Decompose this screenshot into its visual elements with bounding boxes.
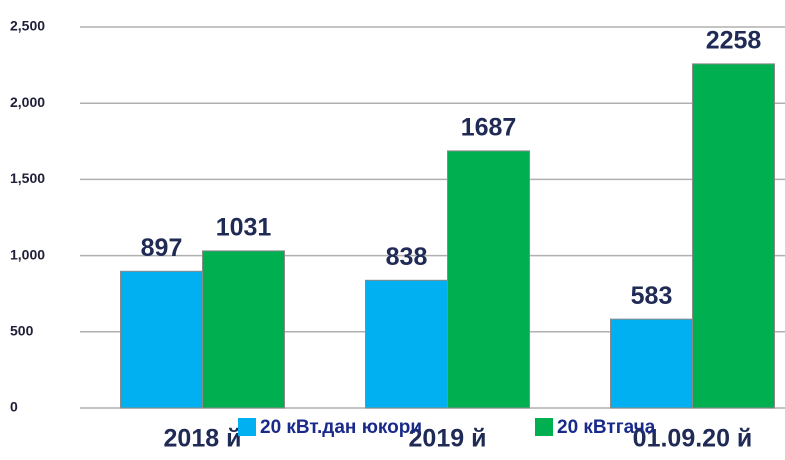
y-tick-label: 1,000 (10, 246, 45, 262)
value-label: 838 (386, 243, 428, 271)
x-tick-label: 01.09.20 й (633, 425, 753, 453)
y-tick-label: 0 (10, 399, 18, 415)
y-tick-label: 2,000 (10, 94, 45, 110)
bar (120, 270, 203, 409)
bar (610, 318, 693, 409)
legend-swatch (535, 418, 553, 436)
bar (202, 250, 285, 409)
bar (447, 150, 530, 409)
y-tick-label: 1,500 (10, 170, 45, 186)
bar (365, 279, 448, 409)
y-tick-label: 500 (10, 323, 34, 339)
value-label: 1687 (461, 114, 517, 142)
value-label: 2258 (706, 26, 762, 54)
value-label: 583 (631, 282, 673, 310)
legend-label: 20 кВтгача (557, 417, 656, 438)
x-tick-label: 2019 й (409, 425, 487, 453)
y-tick-label: 2,500 (10, 18, 45, 34)
bar (692, 63, 775, 409)
legend-label: 20 кВт.дан юкори (260, 417, 422, 438)
value-label: 897 (141, 234, 183, 262)
legend-swatch (238, 418, 256, 436)
x-tick-label: 2018 й (164, 425, 242, 453)
value-label: 1031 (216, 213, 272, 241)
